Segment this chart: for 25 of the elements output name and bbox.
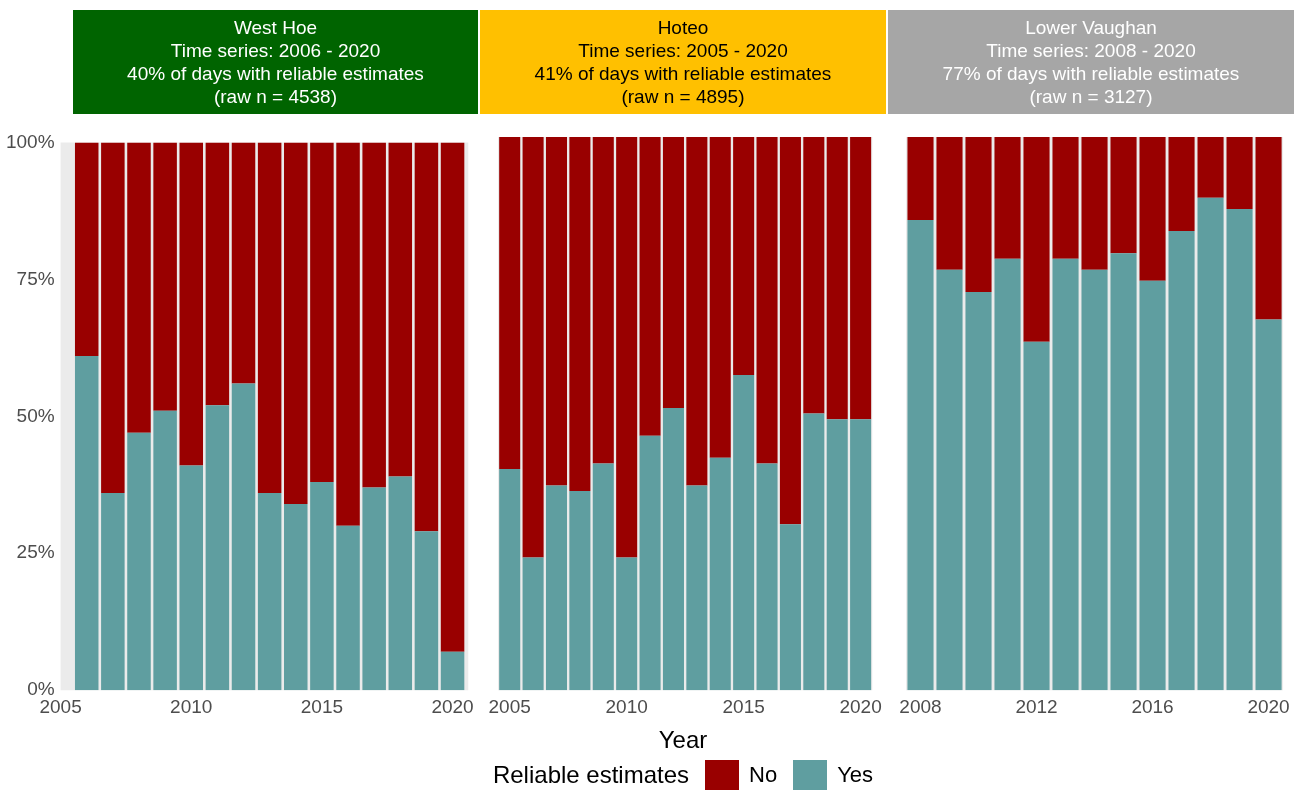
x-tick-label: 2005 [488,695,531,717]
chart-subtitle: Time series: 2006 - 2020 40% of days with reliable estimates (raw n = 4538) [127,39,424,108]
x-tick-label: 2008 [899,695,942,717]
x-tick-label: 2010 [170,695,213,717]
chart-title: Lower Vaughan [1025,16,1157,39]
y-tick-label: 50% [16,404,55,426]
x-tick-label: 2015 [722,695,765,717]
chart-title: Hoteo [657,16,709,39]
x-tick-label: 2020 [1247,695,1290,717]
y-tick-label: 100% [5,130,55,152]
x-tick-label: 2010 [605,695,648,717]
y-tick-label: 25% [16,541,55,563]
x-tick-label: 2016 [1131,695,1174,717]
x-axis-title: Year [657,726,709,754]
legend-title: Reliable estimates [492,761,690,789]
legend-label: Yes [837,762,874,788]
x-tick-label: 2020 [839,695,882,717]
chart-subtitle: Time series: 2008 - 2020 77% of days with reliable estimates (raw n = 3127) [942,39,1240,108]
chart-title: West Hoe [233,16,318,39]
x-tick-label: 2020 [431,695,474,717]
y-tick-label: 75% [16,267,55,289]
chart-subtitle: Time series: 2005 - 2020 41% of days with reliable estimates (raw n = 4895) [534,39,832,108]
legend-label: No [749,762,778,788]
x-tick-label: 2015 [300,695,344,717]
x-tick-label: 2012 [1015,695,1058,717]
